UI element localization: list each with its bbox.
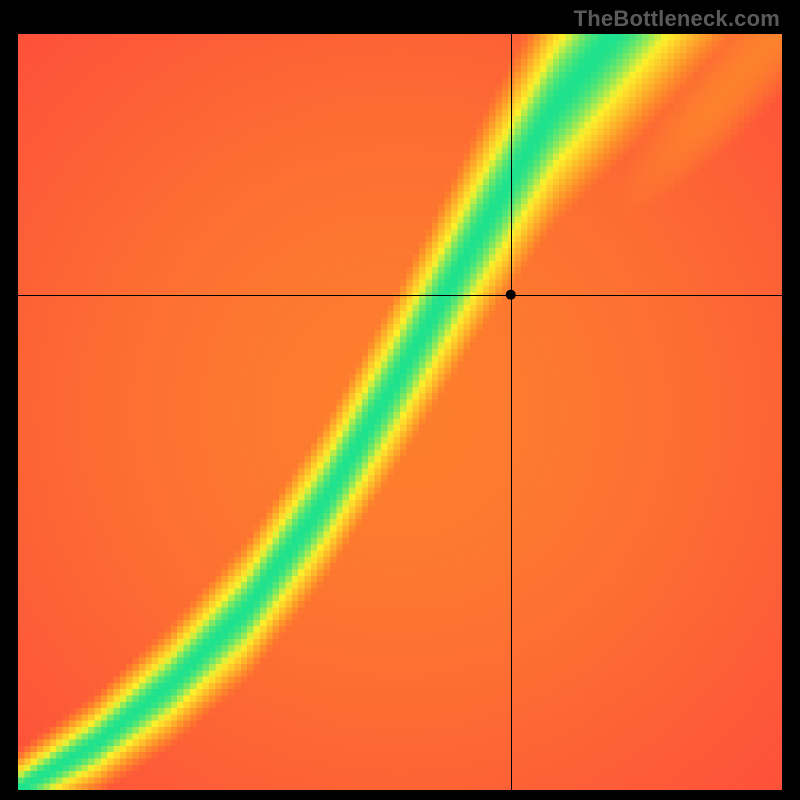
watermark-text: TheBottleneck.com (574, 6, 780, 32)
chart-container: TheBottleneck.com (0, 0, 800, 800)
crosshair-overlay (18, 34, 782, 790)
